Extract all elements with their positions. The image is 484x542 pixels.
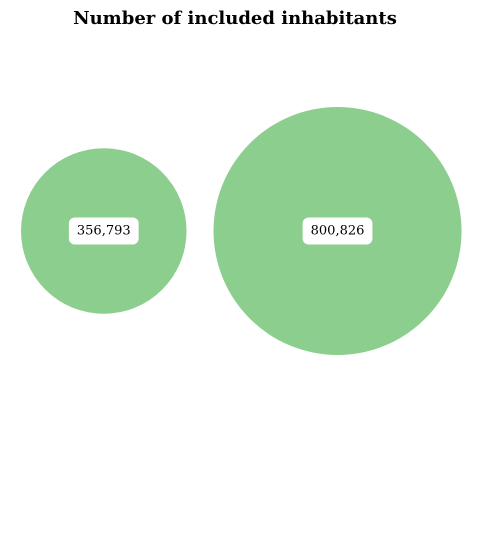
chart-title: Number of included inhabitants [73, 8, 397, 29]
bubble-label-2: 800,826 [302, 217, 373, 245]
bubble-value-label-2: 800,826 [311, 224, 365, 239]
bubble-label-box-1 [68, 217, 139, 245]
bubbles-group: 356,793 800,826 [21, 107, 462, 355]
bubble-label-1: 356,793 [68, 217, 139, 245]
bubble-value-label-1: 356,793 [77, 224, 131, 239]
bubble-label-box-2 [302, 217, 373, 245]
